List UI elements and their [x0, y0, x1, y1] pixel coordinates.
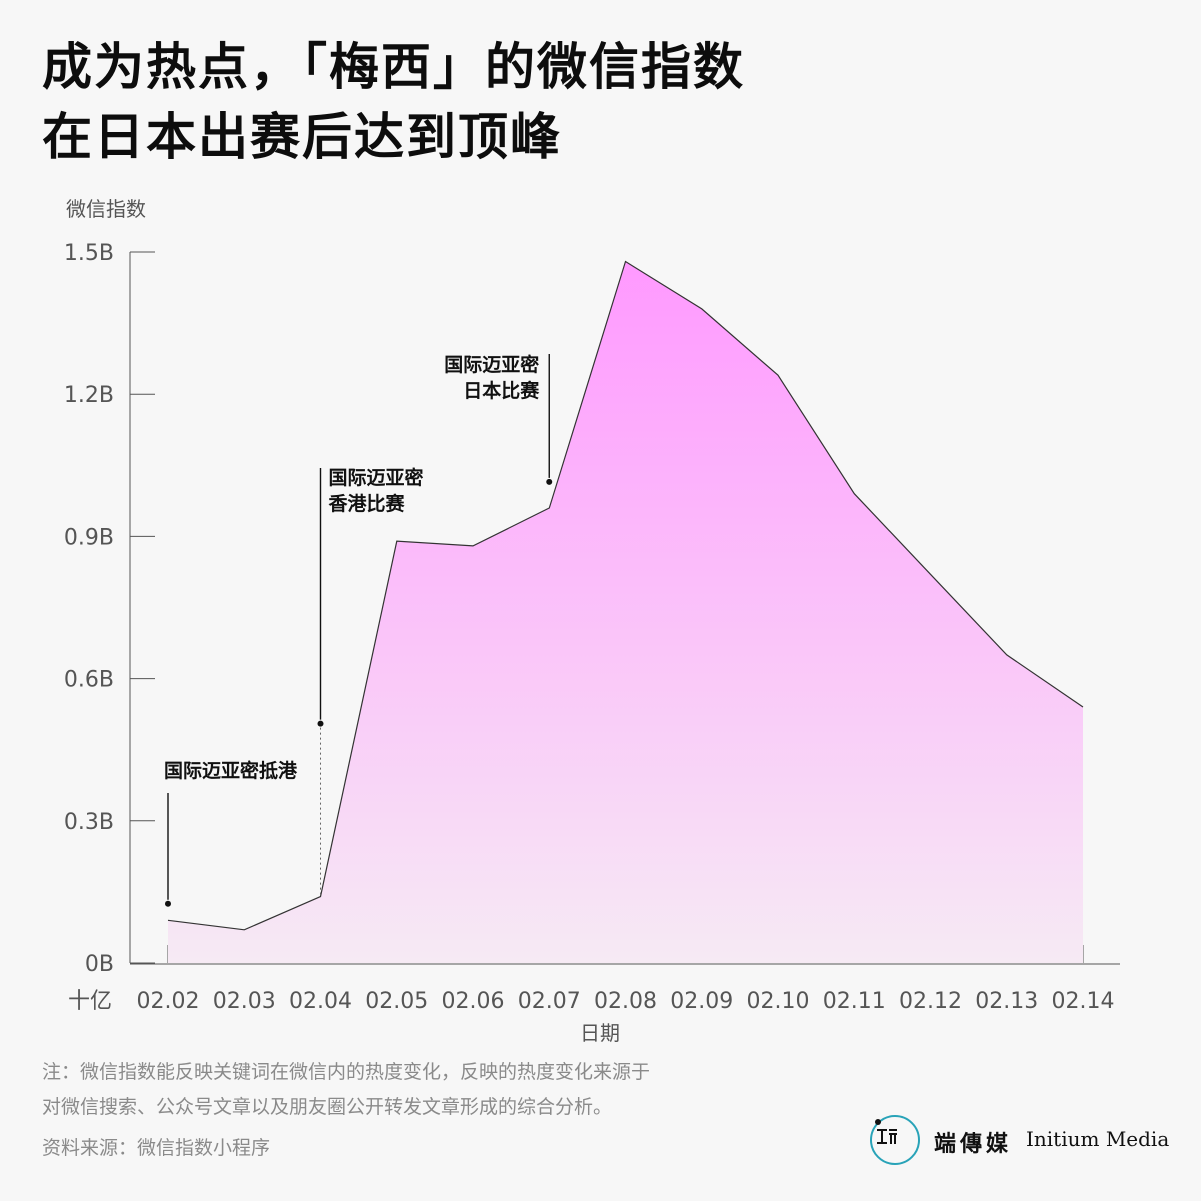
- y-tick-label: 0.3B: [64, 810, 114, 835]
- x-tick-label: 02.03: [213, 989, 276, 1014]
- title-line-2: 在日本出赛后达到顶峰: [42, 108, 562, 166]
- x-tick-label: 02.05: [365, 989, 428, 1014]
- x-tick-label: 02.07: [518, 989, 581, 1014]
- x-axis-label: 日期: [580, 1021, 620, 1045]
- y-tick-label: 1.2B: [64, 383, 114, 408]
- y-tick-label: 0.9B: [64, 525, 114, 550]
- footnote-line-2: 对微信搜索、公众号文章以及朋友圈公开转发文章形成的综合分析。: [42, 1096, 613, 1118]
- x-axis: 02.02 02.03 02.04 02.05 02.06 02.07 02.08 02.09…: [130, 945, 1120, 1014]
- y-tick-label: 0B: [85, 952, 114, 977]
- x-tick-label: 02.14: [1052, 989, 1115, 1014]
- annotation-label: 国际迈亚密: [329, 466, 424, 489]
- x-tick-label: 02.04: [289, 989, 352, 1014]
- x-tick-label: 02.06: [442, 989, 505, 1014]
- series-area: [167, 260, 1084, 963]
- x-tick-label: 02.08: [594, 989, 657, 1014]
- initium-logo-icon: [870, 1115, 920, 1165]
- x-tick-label: 02.09: [670, 989, 733, 1014]
- annotation-marker: [317, 720, 324, 727]
- y-axis-label: 微信指数: [66, 197, 146, 221]
- y-axis: 0B 0.3B 0.6B 0.9B 1.2B 1.5B: [64, 241, 155, 977]
- x-tick-label: 02.10: [747, 989, 810, 1014]
- y-unit-label: 十亿: [68, 989, 112, 1014]
- annotation-label: 国际迈亚密: [444, 353, 539, 376]
- annotation-label: 日本比赛: [463, 379, 540, 402]
- annotation-label: 国际迈亚密抵港: [164, 759, 298, 782]
- x-tick-label: 02.02: [137, 989, 200, 1014]
- title-line-1: 成为热点，「梅西」的微信指数: [42, 38, 745, 96]
- area-fill: [168, 261, 1083, 963]
- y-tick-label: 0.6B: [64, 668, 114, 693]
- area-chart: 微信指数 0B0.3B0.6B0.9B1.2B1.5B 02.02 02.03 02…: [64, 197, 1120, 1045]
- x-tick-label: 02.12: [899, 989, 962, 1014]
- source-note: 资料来源：微信指数小程序: [42, 1137, 271, 1159]
- brand-name-cn: 端傳媒: [934, 1131, 1013, 1157]
- x-tick-label: 02.11: [823, 989, 886, 1014]
- brand-name-en: Initium Media: [1026, 1127, 1170, 1151]
- annotation-marker: [546, 478, 553, 485]
- annotation: 国际迈亚密抵港: [164, 759, 298, 907]
- y-tick-label: 1.5B: [64, 241, 114, 266]
- footnote: 注：微信指数能反映关键词在微信内的热度变化，反映的热度变化来源于 对微信搜索、公…: [42, 1055, 650, 1125]
- x-tick-label: 02.13: [975, 989, 1038, 1014]
- footnote-line-1: 注：微信指数能反映关键词在微信内的热度变化，反映的热度变化来源于: [42, 1061, 651, 1083]
- annotation-label: 香港比赛: [328, 492, 406, 515]
- annotation-marker: [165, 900, 171, 907]
- chart-title: 成为热点，「梅西」的微信指数 在日本出赛后达到顶峰: [42, 32, 1142, 172]
